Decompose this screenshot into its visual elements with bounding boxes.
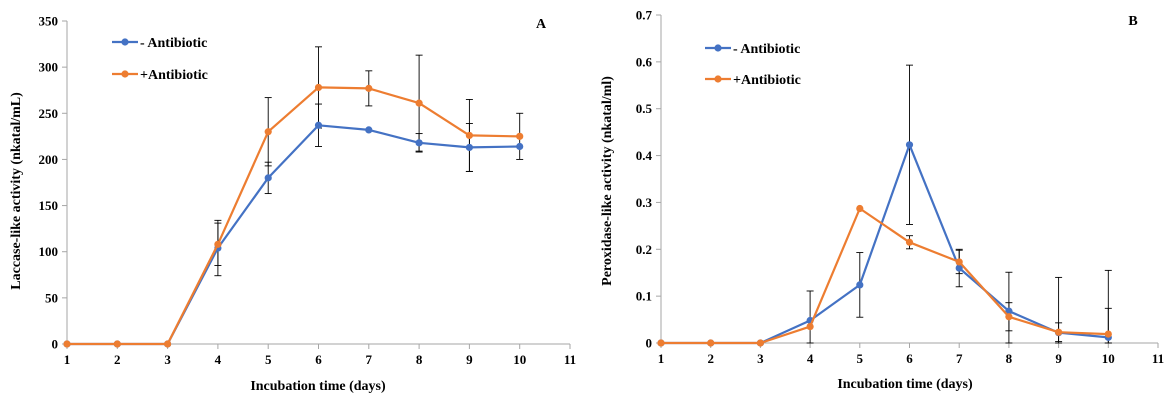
y-axis-title: Peroxidase-like activity (nkatal/ml) <box>600 76 615 286</box>
x-tick-label: 1 <box>658 351 665 366</box>
series-line-minus-antibiotic <box>67 124 520 346</box>
data-point <box>164 340 172 348</box>
x-tick-label: 7 <box>956 351 963 366</box>
y-tick-label: 0.2 <box>636 242 652 257</box>
data-point <box>1005 307 1013 315</box>
data-point <box>1005 313 1013 321</box>
x-tick-label: 9 <box>1055 351 1062 366</box>
series-line-plus-antibiotic <box>67 86 520 346</box>
y-tick-label: 0.3 <box>636 195 653 210</box>
x-tick-label: 6 <box>906 351 913 366</box>
legend-swatch-marker <box>714 75 722 83</box>
data-point <box>365 84 373 92</box>
x-tick-label: 4 <box>807 351 814 366</box>
legend-label: +Antibiotic <box>140 68 208 83</box>
data-point <box>905 141 914 149</box>
legend-label: - Antibiotic <box>140 36 207 51</box>
y-axis-title: Laccase-like activity (nkatal/mL) <box>9 92 24 290</box>
data-point <box>955 258 963 266</box>
y-tick-label: 300 <box>39 60 59 75</box>
x-tick-label: 5 <box>265 352 272 367</box>
x-tick-label: 10 <box>1102 351 1115 366</box>
data-point <box>314 121 323 129</box>
x-tick-label: 8 <box>416 352 423 367</box>
data-point <box>707 339 715 347</box>
x-tick-label: 7 <box>366 352 373 367</box>
panel-label: B <box>1128 14 1137 29</box>
data-point <box>905 238 914 246</box>
data-point <box>1055 328 1063 336</box>
x-tick-label: 6 <box>315 352 322 367</box>
x-tick-label: 11 <box>564 352 576 367</box>
y-tick-label: 0.5 <box>636 101 653 116</box>
y-tick-label: 150 <box>39 198 59 213</box>
y-tick-label: 250 <box>39 106 59 121</box>
x-tick-label: 8 <box>1006 351 1013 366</box>
x-tick-label: 2 <box>707 351 714 366</box>
data-point <box>806 323 814 331</box>
x-tick-label: 1 <box>64 352 71 367</box>
data-point <box>365 126 373 134</box>
x-tick-label: 10 <box>513 352 526 367</box>
series-line-minus-antibiotic <box>661 143 1109 345</box>
x-tick-label: 9 <box>466 352 473 367</box>
legend-swatch-marker <box>121 38 129 46</box>
legend-swatch-marker <box>121 70 129 78</box>
x-axis-title: Incubation time (days) <box>250 379 386 394</box>
x-tick-label: 2 <box>114 352 121 367</box>
data-point <box>314 83 323 92</box>
data-point <box>214 240 222 248</box>
data-point <box>856 204 864 213</box>
chart-panel-a: A Incubation time (days) Laccase-like ac… <box>9 14 576 395</box>
data-point <box>955 264 963 272</box>
series-line-plus-antibiotic <box>661 207 1109 345</box>
y-tick-label: 0.1 <box>636 289 652 304</box>
y-tick-label: 200 <box>39 152 59 167</box>
chart-panel-b: B Incubation time (days) Peroxidase-like… <box>600 8 1164 393</box>
panel-label: A <box>536 17 547 32</box>
y-tick-label: 0.7 <box>636 8 653 23</box>
x-tick-label: 5 <box>857 351 864 366</box>
data-point <box>856 281 864 289</box>
x-tick-label: 4 <box>215 352 222 367</box>
data-point <box>415 99 423 107</box>
legend-label: +Antibiotic <box>733 73 801 88</box>
y-tick-label: 0 <box>52 337 59 352</box>
y-tick-label: 350 <box>39 14 59 29</box>
data-point <box>516 142 524 151</box>
data-point <box>756 339 765 347</box>
legend-swatch-marker <box>714 44 722 52</box>
data-point <box>465 143 473 152</box>
legend-label: - Antibiotic <box>733 42 800 57</box>
y-tick-label: 100 <box>39 244 59 259</box>
data-point <box>516 132 524 140</box>
data-point <box>465 131 473 140</box>
x-tick-label: 3 <box>757 351 764 366</box>
data-point <box>113 340 121 348</box>
data-point <box>1104 330 1112 338</box>
x-tick-label: 3 <box>164 352 171 367</box>
data-point <box>63 340 71 348</box>
data-point <box>415 139 423 147</box>
y-tick-label: 0 <box>646 336 653 351</box>
data-point <box>264 128 272 136</box>
data-point <box>657 339 665 347</box>
data-point <box>264 174 272 182</box>
y-tick-label: 0.6 <box>636 54 653 69</box>
y-tick-label: 50 <box>45 290 58 305</box>
x-tick-label: 11 <box>1152 351 1164 366</box>
y-tick-label: 0.4 <box>636 148 653 163</box>
x-axis-title: Incubation time (days) <box>837 377 973 392</box>
